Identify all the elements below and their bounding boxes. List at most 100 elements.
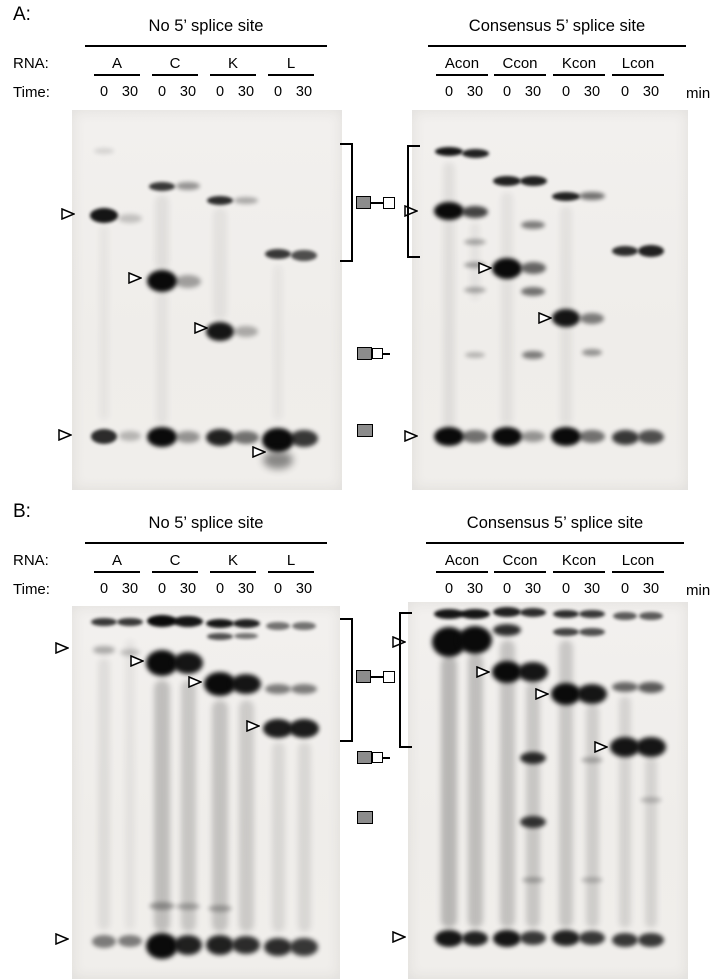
bracket-right-top-tick: [340, 618, 351, 620]
time-label: 30: [237, 84, 255, 100]
time-label: 30: [179, 581, 197, 597]
gel-band: [206, 618, 234, 628]
time-label: 0: [444, 84, 454, 100]
time-label: 0: [273, 581, 283, 597]
time-label: 0: [561, 581, 571, 597]
gel-band: [291, 249, 317, 261]
band-arrowhead-icon: [392, 931, 406, 943]
time-label: 30: [466, 84, 484, 100]
lane-label-A: A: [111, 552, 123, 569]
band-arrowhead-icon: [476, 666, 490, 678]
gray-exon-box: [357, 347, 372, 360]
intron-stub-line: [383, 756, 390, 759]
gel-band: [232, 618, 260, 628]
gel-band: [292, 622, 316, 630]
white-exon-box: [383, 196, 395, 209]
gel-band: [147, 270, 177, 292]
panel-a-right-title: Consensus 5’ splice site: [468, 17, 646, 35]
gel-band: [147, 427, 177, 447]
gel-band: [234, 196, 258, 204]
lane-label-underline-Acon: [436, 74, 488, 76]
panel-b-right-title: Consensus 5’ splice site: [466, 514, 644, 532]
gel-band: [493, 176, 521, 186]
gel-band: [551, 426, 581, 446]
panel-b-left-title-underline: [85, 542, 327, 544]
gel-band: [464, 239, 486, 245]
lane-label-underline-Kcon: [553, 571, 605, 573]
exon-intron-intermediate-icon: [357, 751, 390, 764]
panel-a-min-label: min: [686, 85, 711, 102]
lane-smear: [213, 208, 227, 320]
gel-band: [206, 428, 234, 446]
gel-band: [265, 684, 291, 694]
gel-band: [611, 429, 639, 445]
gel-band: [262, 428, 294, 452]
gel-band: [465, 352, 485, 358]
gel-band: [493, 607, 521, 617]
gel-band: [638, 933, 664, 947]
two-exon-pre-mrna-icon: [356, 196, 395, 209]
lane-smear: [98, 658, 110, 930]
gel-band: [173, 615, 203, 627]
gel-band: [234, 325, 258, 337]
gel-band: [582, 348, 602, 356]
gel-band: [176, 431, 200, 443]
time-label: 0: [444, 581, 454, 597]
gel-band: [173, 652, 203, 674]
gel-band: [94, 148, 114, 154]
gel-band: [147, 615, 177, 627]
gel-band: [206, 321, 234, 341]
lane-label-underline-L: [268, 571, 314, 573]
time-label: 0: [99, 84, 109, 100]
time-label: 30: [524, 84, 542, 100]
gray-exon-box: [357, 811, 373, 824]
gel-band: [149, 181, 175, 191]
bracket-right-top-tick: [340, 143, 351, 145]
band-arrowhead-icon: [252, 446, 266, 458]
lane-smear: [443, 162, 455, 428]
bracket-right: [351, 143, 353, 262]
panel-a-left-title-underline: [85, 45, 327, 47]
gel-band: [176, 182, 200, 190]
gel-band: [552, 309, 580, 327]
gel-band: [146, 650, 178, 676]
gel-band: [176, 902, 200, 910]
white-exon-box: [383, 670, 395, 683]
time-label: 0: [215, 84, 225, 100]
gel-band: [553, 628, 579, 636]
gel-band: [612, 246, 638, 256]
bracket-left-top-tick: [401, 612, 412, 614]
gel-band: [435, 929, 463, 947]
gel-band: [519, 176, 547, 186]
bracket-left: [399, 612, 401, 748]
time-label: 30: [295, 84, 313, 100]
gel-band: [518, 662, 548, 682]
band-arrowhead-icon: [130, 655, 144, 667]
gel-band: [291, 684, 317, 694]
gel-band: [638, 681, 664, 693]
time-label: 30: [121, 84, 139, 100]
gel-band: [492, 426, 522, 446]
gel-B-no5ss: [72, 606, 340, 979]
white-exon-box: [372, 752, 383, 763]
lane-label-underline-Ccon: [494, 74, 546, 76]
two-exon-pre-mrna-icon: [356, 670, 395, 683]
gel-band: [552, 930, 580, 946]
gel-band: [493, 929, 521, 947]
lane-label-Ccon: Ccon: [502, 55, 538, 72]
gel-band: [612, 682, 638, 692]
gel-band: [290, 429, 318, 447]
time-label: 0: [215, 581, 225, 597]
gel-band: [520, 607, 546, 617]
panel-a-rna-row-label: RNA:: [13, 55, 49, 72]
gel-band: [462, 930, 488, 946]
white-exon-box: [372, 348, 383, 359]
lane-label-Kcon: Kcon: [561, 552, 597, 569]
gel-band: [434, 202, 464, 220]
gel-band: [520, 752, 546, 764]
gel-band: [92, 934, 116, 948]
gel-band: [520, 931, 546, 945]
gel-band: [553, 610, 579, 618]
panel-b-time-row-label: Time:: [13, 581, 50, 598]
